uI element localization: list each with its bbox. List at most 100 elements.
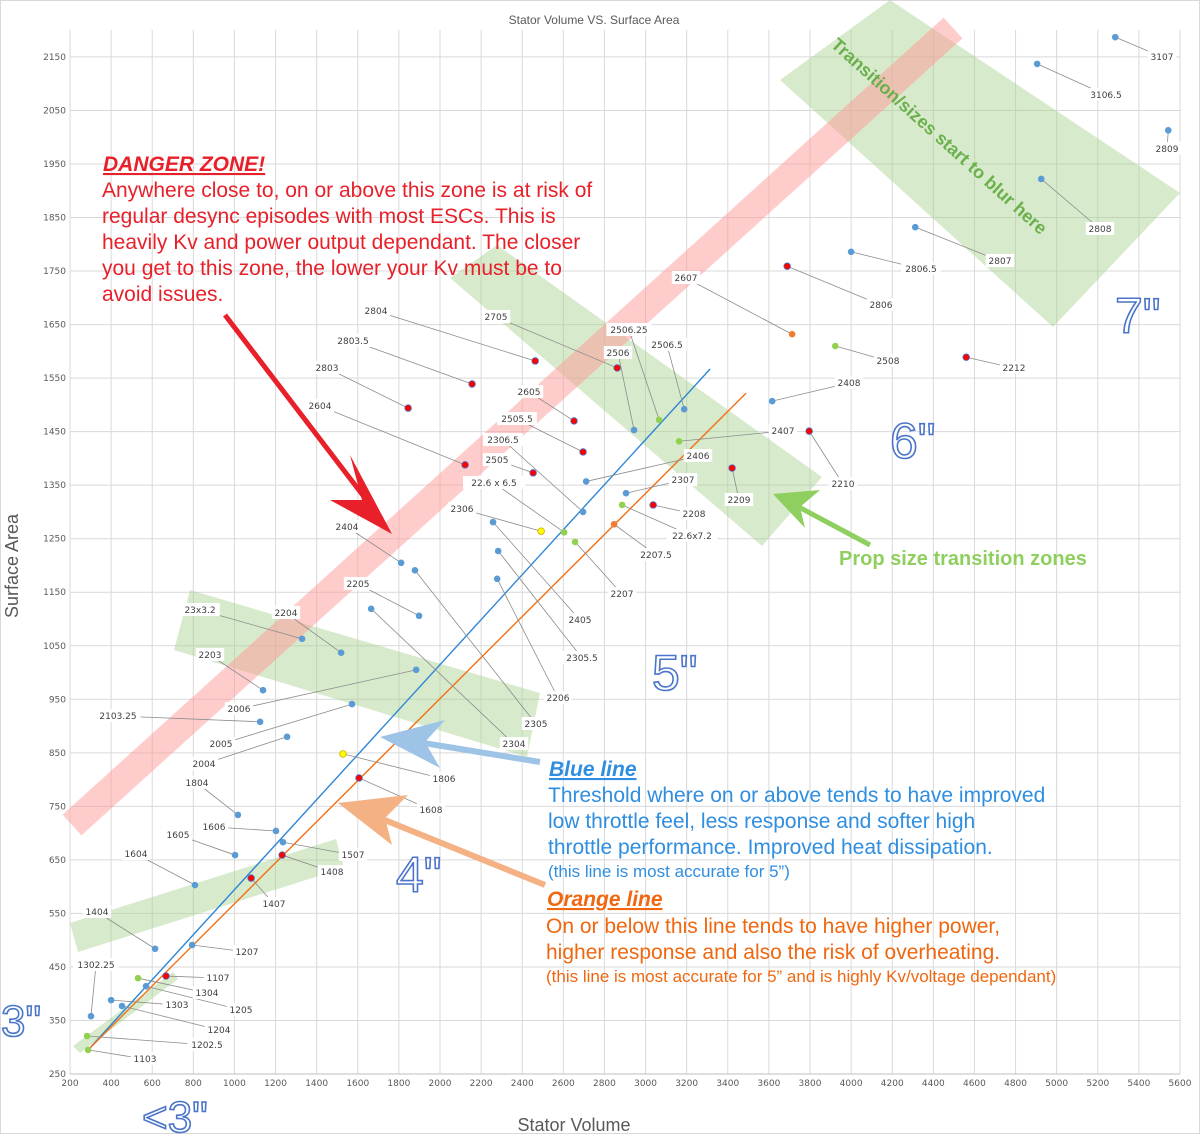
data-label: 1302.25 (77, 961, 114, 971)
data-point (348, 700, 356, 708)
data-label: 2806.5 (905, 265, 937, 275)
data-label-bg (130, 1052, 160, 1065)
x-axis-ticks: 200 400 600 800 1000 1200 1400 1600 1800 2000 2200… (61, 1079, 1191, 1089)
data-point (134, 974, 142, 982)
data-point (397, 559, 405, 567)
data-label-bg (1152, 142, 1182, 155)
data-label: 2505 (486, 456, 509, 466)
chart-title: Stator Volume VS. Surface Area (509, 13, 680, 27)
data-label-bg (828, 477, 858, 490)
data-label-bg (162, 998, 192, 1011)
y-axis-ticks: 250 350 450 550 650 750 850 950 1050 1150 1250 1350… (43, 53, 66, 1080)
data-label-bg (199, 820, 229, 833)
data-label-bg (189, 757, 219, 770)
data-label-bg (206, 737, 236, 750)
data-point (87, 1012, 95, 1020)
data-label: 2506 (607, 349, 630, 359)
leader-line (375, 310, 536, 362)
data-label-bg (95, 709, 141, 722)
y-tick-label: 2050 (43, 106, 66, 116)
data-label: 1204 (208, 1026, 231, 1036)
data-point (118, 1002, 126, 1010)
data-label-bg (195, 648, 225, 661)
leader-line (666, 344, 685, 410)
data-label-bg (187, 1038, 227, 1051)
x-tick-label: 1600 (346, 1079, 369, 1089)
data-label: 2305 (525, 720, 548, 730)
zone-bands (62, 0, 1180, 1053)
data-label: 2506.25 (610, 326, 647, 336)
leader-line (319, 405, 466, 466)
y-tick-label: 1150 (43, 588, 66, 598)
data-labels: 1103 1202.5 1302.25 1303 1204 1304 1205 1107 140… (73, 50, 1182, 1065)
blue-line-text: low throttle feel, less response and sof… (548, 810, 975, 833)
data-label-bg (1085, 222, 1115, 235)
size-label-under-3in: <3" (142, 1093, 208, 1134)
data-point (84, 1046, 92, 1054)
data-point (272, 827, 280, 835)
data-point (788, 330, 796, 338)
threshold-lines (87, 368, 747, 1051)
data-label-bg (121, 847, 151, 860)
data-label-bg (204, 1023, 234, 1036)
data-label-bg (683, 449, 713, 462)
data-label-bg (163, 828, 193, 841)
transition-band-6in (450, 245, 822, 546)
data-label-bg (666, 529, 718, 542)
data-label: 2506.5 (651, 341, 683, 351)
leader-line (617, 352, 635, 431)
data-label-bg (463, 476, 525, 489)
data-label: 2604 (309, 402, 332, 412)
leader-line (285, 612, 342, 654)
data-point (188, 941, 196, 949)
x-tick-label: 2800 (593, 1079, 616, 1089)
leader-line (495, 316, 618, 369)
data-label: 2705 (485, 313, 508, 323)
y-tick-label: 2150 (43, 53, 66, 63)
leader-line (492, 521, 581, 621)
data-label: 2212 (1003, 364, 1026, 374)
size-label-3in: 3" (1, 997, 41, 1046)
x-tick-label: 800 (185, 1079, 202, 1089)
leader-line (96, 911, 156, 950)
data-point (412, 666, 420, 674)
data-label-bg (361, 304, 391, 317)
data-point (142, 982, 150, 990)
data-label: 2803.5 (337, 337, 369, 347)
danger-zone-title: DANGER ZONE! (103, 153, 265, 176)
danger-line: you get to this zone, the lower your Kv … (102, 257, 562, 280)
data-label-bg (499, 737, 529, 750)
data-label: 2206 (547, 694, 570, 704)
data-point (618, 501, 626, 509)
leader-line (574, 541, 623, 595)
data-label: 2207.5 (640, 551, 672, 561)
size-label-7in: 7" (1115, 288, 1161, 344)
data-label: 23x3.2 (184, 606, 215, 616)
data-label-bg (607, 587, 637, 600)
leader-line (326, 367, 409, 409)
leader-line (342, 753, 445, 780)
data-label-bg (481, 310, 511, 323)
data-label-bg (606, 323, 652, 336)
leader-line (370, 608, 515, 745)
data-label: 1207 (236, 948, 259, 958)
leader-line (87, 1035, 208, 1046)
leader-line (238, 669, 417, 710)
data-label: 2205 (347, 580, 370, 590)
data-label: 2407 (772, 427, 795, 437)
y-tick-label: 1350 (43, 481, 66, 491)
data-label-bg (73, 958, 119, 971)
data-label-bg (671, 271, 701, 284)
data-point (493, 575, 501, 583)
data-label-bg (416, 803, 446, 816)
y-tick-label: 450 (49, 963, 66, 973)
data-point (537, 527, 545, 535)
x-tick-label: 4400 (922, 1079, 945, 1089)
data-label: 1103 (134, 1055, 157, 1065)
data-point (610, 520, 618, 528)
data-label: 1608 (420, 806, 443, 816)
data-label-bg (668, 473, 698, 486)
data-label: 2307 (672, 476, 695, 486)
leader-line (497, 550, 583, 659)
